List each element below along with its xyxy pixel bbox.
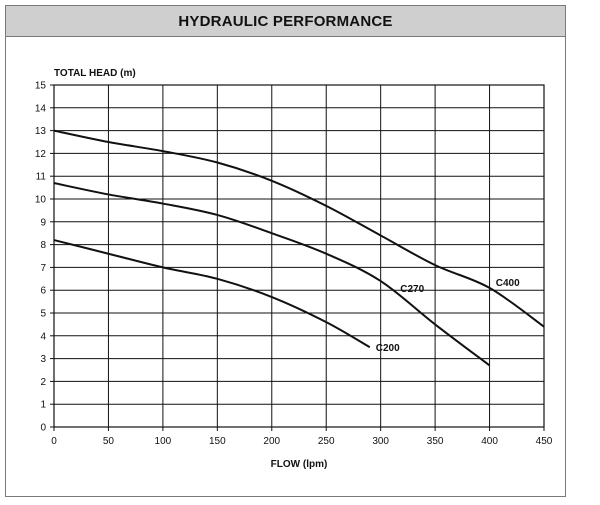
x-tick-label: 100 bbox=[155, 436, 172, 447]
chart-title: HYDRAULIC PERFORMANCE bbox=[178, 12, 393, 30]
x-tick-label: 400 bbox=[481, 436, 498, 447]
y-tick-label: 13 bbox=[35, 126, 47, 137]
x-tick-label: 0 bbox=[51, 436, 57, 447]
y-tick-label: 2 bbox=[40, 377, 46, 388]
x-tick-label: 150 bbox=[209, 436, 226, 447]
series-label-c400: C400 bbox=[496, 278, 520, 289]
y-tick-label: 14 bbox=[35, 103, 47, 114]
series-line-c270 bbox=[53, 182, 491, 367]
series-labels: C400 C270 C200 bbox=[376, 278, 520, 354]
x-tick-label: 300 bbox=[372, 436, 389, 447]
y-tick-label: 1 bbox=[40, 400, 46, 411]
x-tick-label: 250 bbox=[318, 436, 335, 447]
plot-border bbox=[53, 84, 545, 428]
title-bar: HYDRAULIC PERFORMANCE bbox=[6, 6, 565, 37]
y-tick-label: 10 bbox=[35, 195, 47, 206]
grid bbox=[50, 84, 545, 431]
y-tick-label: 0 bbox=[40, 423, 46, 434]
y-tick-label: 5 bbox=[40, 309, 46, 320]
y-tick-label: 6 bbox=[40, 286, 46, 297]
series-label-c200: C200 bbox=[376, 343, 400, 354]
x-axis-label: FLOW (lpm) bbox=[271, 459, 328, 470]
x-tick-label: 200 bbox=[263, 436, 280, 447]
series-line-c400 bbox=[53, 129, 545, 328]
x-tick-label: 450 bbox=[536, 436, 553, 447]
series-lines bbox=[53, 129, 545, 367]
y-axis-label: TOTAL HEAD (m) bbox=[54, 68, 136, 79]
y-tick-label: 3 bbox=[40, 354, 46, 365]
y-tick-label: 7 bbox=[40, 263, 46, 274]
y-tick-label: 11 bbox=[36, 172, 47, 183]
series-label-c270: C270 bbox=[400, 284, 424, 295]
y-tick-label: 9 bbox=[40, 217, 46, 228]
y-tick-label: 4 bbox=[40, 331, 46, 342]
y-tick-label: 8 bbox=[40, 240, 46, 251]
y-tick-label: 12 bbox=[35, 149, 47, 160]
series-line-c200 bbox=[53, 239, 371, 349]
y-tick-label: 15 bbox=[35, 81, 47, 92]
x-tick-label: 350 bbox=[427, 436, 444, 447]
x-tick-label: 50 bbox=[103, 436, 115, 447]
